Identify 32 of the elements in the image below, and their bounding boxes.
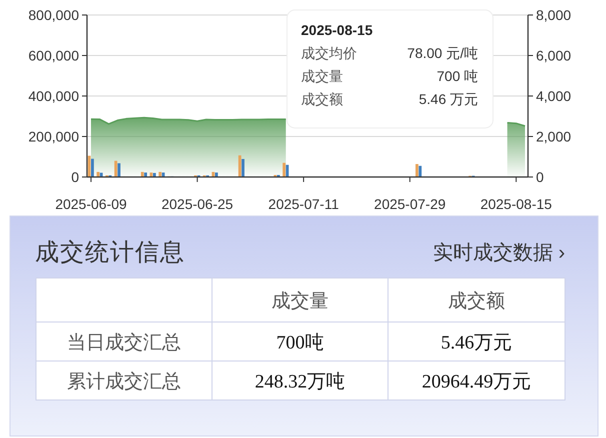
annotation: 成交额 [301, 91, 343, 107]
x-tick-label: 2025-06-09 [55, 196, 128, 212]
y-tick-label: 600,000 [28, 48, 80, 64]
y-tick-label: 200,000 [28, 128, 80, 144]
y-tick-label: 400,000 [28, 88, 80, 104]
category-label: 成交量 [272, 290, 328, 312]
x-tick-label: 2025-06-25 [161, 196, 234, 212]
annotation: 成交量 [301, 68, 343, 84]
annotation: 5.46 万元 [418, 91, 478, 107]
y2-tick-label: 2,000 [536, 128, 572, 144]
x-tick-label: 2025-08-15 [480, 196, 552, 212]
text: 700吨 [276, 332, 324, 354]
category-label: 当日成交汇总 [67, 332, 181, 354]
category-label: 成交额 [448, 290, 505, 312]
annotation: 78.00 元/吨 [407, 45, 478, 61]
x-tick-label: 2025-07-29 [374, 196, 446, 212]
annotation: 700 吨 [436, 68, 478, 84]
text: 248.32万吨 [254, 372, 346, 392]
y2-tick-label: 8,000 [536, 7, 572, 23]
y2-tick-label: 0 [536, 169, 544, 185]
y-tick-label: 800,000 [28, 7, 80, 23]
x-tick-label: 2025-07-11 [268, 196, 340, 212]
text: 成交统计信息 [35, 239, 185, 266]
text: 实时成交数据 › [432, 242, 565, 264]
text: 20964.49万元 [422, 372, 532, 392]
annotation: 成交均价 [301, 45, 357, 61]
text: 5.46万元 [440, 332, 512, 354]
y2-tick-label: 6,000 [536, 48, 572, 64]
category-label: 累计成交汇总 [67, 372, 181, 392]
y-tick-label: 0 [71, 169, 80, 185]
y2-tick-label: 4,000 [536, 88, 572, 104]
annotation: 2025-08-15 [301, 22, 373, 38]
